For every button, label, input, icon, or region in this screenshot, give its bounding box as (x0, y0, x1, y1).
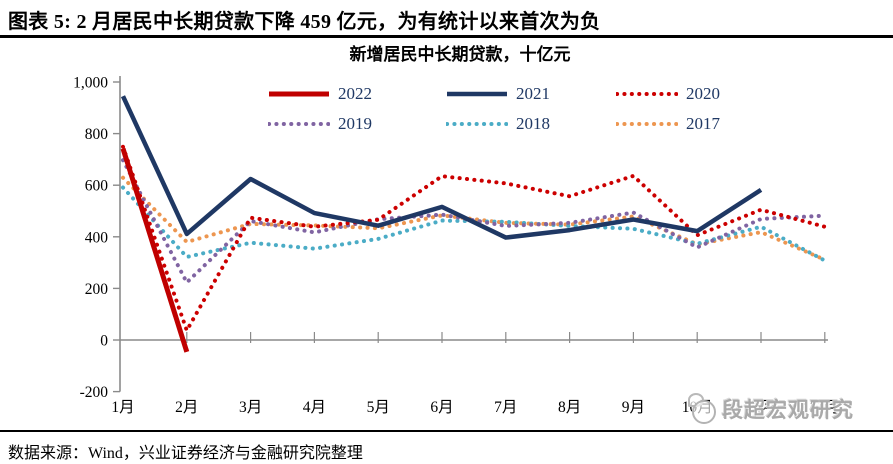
x-axis-tick-label: 12月 (809, 399, 840, 416)
legend-swatch-2021 (447, 91, 507, 97)
legend-label-2018: 2018 (516, 114, 550, 133)
x-axis-tick-label: 4月 (303, 399, 326, 416)
y-axis-tick-label: 200 (85, 281, 109, 298)
watermark-text: 段超宏观研究 (722, 398, 854, 422)
legend-label-2017: 2017 (686, 114, 720, 133)
y-axis-tick-label: 400 (85, 229, 109, 246)
data-source-note: 数据来源：Wind，兴业证券经济与金融研究院整理 (0, 430, 893, 464)
x-axis-tick-label: 9月 (622, 399, 645, 416)
figure-title: 图表 5: 2 月居民中长期贷款下降 459 亿元，为有统计以来首次为负 (0, 0, 893, 38)
chart-title: 新增居民中长期贷款，十亿元 (349, 45, 571, 64)
x-axis-tick-label: 6月 (430, 399, 453, 416)
series-line-2020 (121, 144, 827, 333)
y-axis-tick-label: 0 (100, 333, 108, 350)
x-axis-tick-label: 8月 (558, 399, 581, 416)
series-line-2022 (120, 147, 190, 353)
x-axis-tick-label: 1月 (111, 399, 134, 416)
y-axis-tick-label: 800 (85, 126, 109, 143)
legend-swatch-2020 (616, 92, 678, 96)
series-line-2021 (120, 95, 763, 240)
legend-label-2019: 2019 (338, 114, 372, 133)
legend-item-2021: 2021 (446, 83, 616, 105)
legend-item-2019: 2019 (268, 113, 446, 135)
watermark-logo-icon (688, 393, 716, 424)
y-axis-tick-label: -200 (80, 384, 109, 401)
legend-swatch-2017 (616, 122, 678, 126)
legend-label-2020: 2020 (686, 84, 720, 103)
circle-logo-icon (692, 400, 716, 424)
y-axis-tick-label: 600 (85, 178, 109, 195)
x-axis-tick-label: 7月 (494, 399, 517, 416)
y-axis-tick-label: 1,000 (73, 75, 108, 92)
legend-label-2022: 2022 (338, 84, 372, 103)
x-axis-tick-label: 2月 (175, 399, 198, 416)
legend-swatch-2022 (269, 91, 329, 97)
legend-swatch-2018 (446, 122, 508, 126)
chart-legend: 2022 2021 2020 2019 2018 2017 (268, 83, 786, 135)
watermark: 段超宏观研究 (688, 393, 854, 424)
x-axis-tick-label: 5月 (367, 399, 390, 416)
legend-item-2022: 2022 (268, 83, 446, 105)
legend-item-2017: 2017 (616, 113, 786, 135)
legend-item-2018: 2018 (446, 113, 616, 135)
legend-swatch-2019 (268, 122, 330, 126)
x-axis-tick-label: 3月 (239, 399, 262, 416)
legend-label-2021: 2021 (516, 84, 550, 103)
x-axis-tick-label: 11月 (746, 399, 776, 416)
legend-item-2020: 2020 (616, 83, 786, 105)
